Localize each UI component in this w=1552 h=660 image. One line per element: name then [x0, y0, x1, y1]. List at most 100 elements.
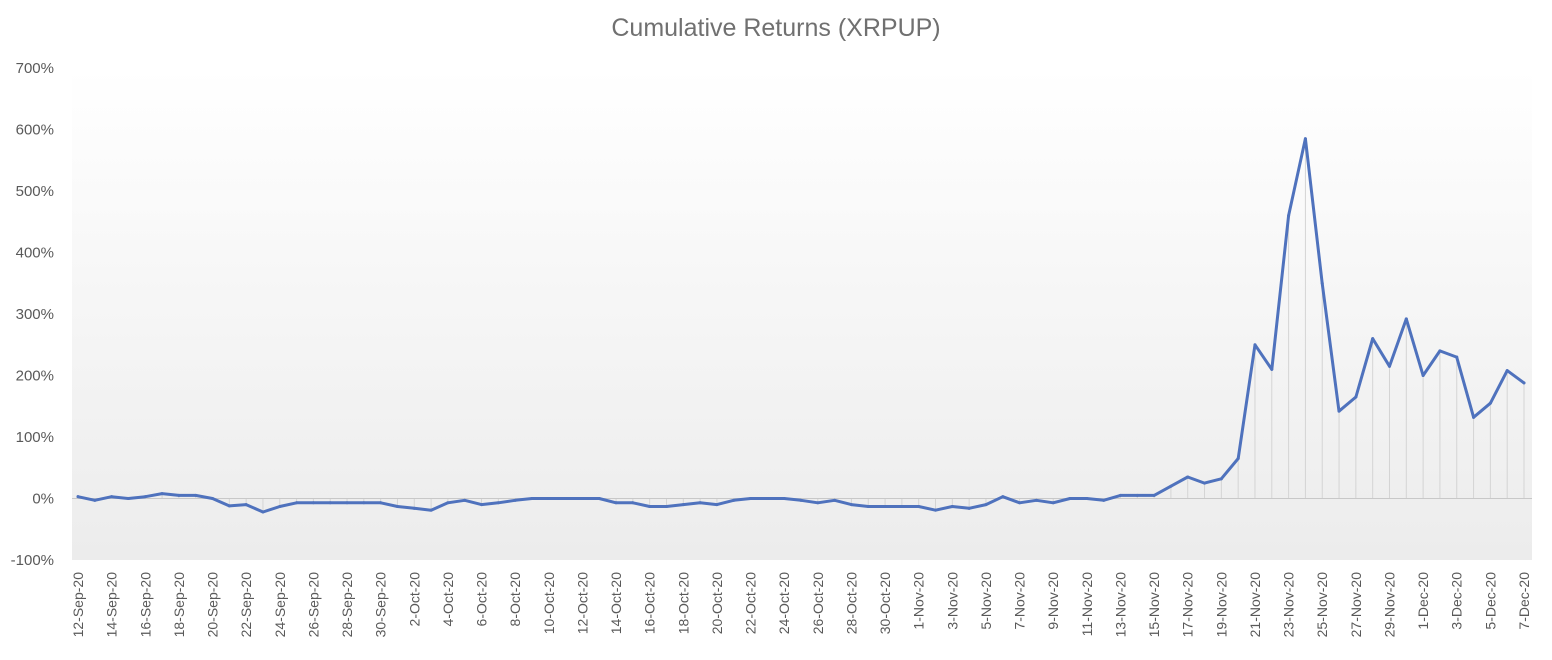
x-axis-labels: 12-Sep-20 14-Sep-20 16-Sep-20 18-Sep-20 20-S… [70, 572, 1532, 638]
data-point [295, 501, 299, 505]
x-tick-label: 16-Sep-20 [137, 572, 153, 638]
data-point [1001, 495, 1005, 499]
data-point [698, 501, 702, 505]
data-point [1219, 477, 1223, 481]
x-tick-label: 29-Nov-20 [1382, 572, 1398, 638]
y-tick-label: 0% [32, 491, 54, 508]
x-tick-label: 3-Dec-20 [1449, 572, 1465, 630]
x-tick-label: 11-Nov-20 [1079, 572, 1095, 637]
data-point [1522, 381, 1526, 385]
x-tick-label: 20-Oct-20 [709, 572, 725, 634]
data-point [328, 501, 332, 505]
plot-area [72, 68, 1532, 560]
data-point [143, 495, 147, 499]
data-point [1404, 317, 1408, 321]
data-point [379, 501, 383, 505]
data-point [93, 498, 97, 502]
data-point [480, 503, 484, 507]
x-tick-label: 8-Oct-20 [507, 572, 523, 627]
y-tick-label: 700% [16, 60, 54, 77]
data-point [883, 504, 887, 508]
x-tick-label: 30-Oct-20 [877, 572, 893, 634]
data-point [984, 503, 988, 507]
data-point [1287, 214, 1291, 218]
data-point [580, 497, 584, 500]
x-tick-label: 18-Oct-20 [675, 572, 691, 634]
x-tick-label: 24-Oct-20 [776, 572, 792, 634]
y-tick-label: 600% [16, 122, 54, 139]
x-tick-label: 23-Nov-20 [1281, 572, 1297, 638]
data-point [564, 497, 568, 500]
data-point [1102, 498, 1106, 502]
data-point [1270, 367, 1274, 371]
data-point [1303, 137, 1307, 141]
x-tick-label: 9-Nov-20 [1045, 572, 1061, 630]
x-tick-label: 27-Nov-20 [1348, 572, 1364, 638]
data-point [1236, 457, 1240, 461]
data-point [110, 495, 114, 499]
x-tick-label: 12-Oct-20 [574, 572, 590, 634]
x-tick-label: 14-Sep-20 [104, 572, 120, 638]
y-tick-label: 500% [16, 183, 54, 200]
x-tick-label: 16-Oct-20 [642, 572, 658, 634]
x-tick-label: 20-Sep-20 [205, 572, 221, 638]
data-point [395, 504, 399, 508]
x-tick-label: 4-Oct-20 [440, 572, 456, 627]
x-tick-label: 5-Dec-20 [1482, 572, 1498, 630]
x-tick-label: 1-Nov-20 [911, 572, 927, 630]
data-point [513, 498, 517, 502]
data-point [1018, 501, 1022, 505]
data-point [866, 504, 870, 508]
data-point [1034, 498, 1038, 502]
data-point [648, 504, 652, 508]
data-point [194, 493, 198, 497]
data-point [816, 501, 820, 505]
x-tick-label: 15-Nov-20 [1146, 572, 1162, 638]
data-point [1421, 374, 1425, 377]
data-point [849, 503, 853, 507]
series-group [76, 137, 1526, 514]
data-point [362, 501, 366, 505]
data-point [1135, 493, 1139, 497]
data-point [631, 501, 635, 505]
x-tick-label: 30-Sep-20 [373, 572, 389, 638]
data-point [1337, 409, 1341, 413]
x-tick-label: 14-Oct-20 [608, 572, 624, 634]
x-tick-label: 17-Nov-20 [1180, 572, 1196, 638]
data-point [160, 492, 164, 496]
data-point [1203, 481, 1207, 485]
data-point [261, 510, 265, 514]
data-point [833, 498, 837, 502]
data-point [950, 504, 954, 508]
data-point [1152, 493, 1156, 497]
x-tick-label: 1-Dec-20 [1415, 572, 1431, 630]
x-tick-label: 28-Oct-20 [843, 572, 859, 634]
data-point [126, 497, 130, 500]
data-point [1472, 415, 1476, 419]
data-point [530, 497, 534, 500]
y-tick-label: 300% [16, 306, 54, 323]
x-tick-label: 24-Sep-20 [272, 572, 288, 638]
x-tick-label: 3-Nov-20 [944, 572, 960, 630]
x-tick-label: 7-Nov-20 [1012, 572, 1028, 630]
data-point [1488, 401, 1492, 405]
data-point [614, 501, 618, 505]
data-point [1371, 337, 1375, 341]
y-tick-label: -100% [11, 552, 54, 569]
x-tick-label: 13-Nov-20 [1113, 572, 1129, 638]
x-tick-label: 19-Nov-20 [1213, 572, 1229, 638]
y-axis-labels: -100% 0% 100% 200% 300% 400% 500% 600% 700% [11, 60, 54, 569]
x-tick-label: 7-Dec-20 [1516, 572, 1532, 630]
x-tick-label: 6-Oct-20 [474, 572, 490, 627]
data-point [749, 497, 753, 500]
data-point [311, 501, 315, 505]
x-tick-label: 26-Sep-20 [305, 572, 321, 638]
data-point [1253, 343, 1257, 347]
data-point [429, 508, 433, 512]
data-point [496, 501, 500, 505]
data-point [1505, 369, 1509, 373]
data-point [1068, 497, 1072, 500]
chart-title: Cumulative Returns (XRPUP) [611, 14, 941, 42]
x-tick-label: 18-Sep-20 [171, 572, 187, 638]
